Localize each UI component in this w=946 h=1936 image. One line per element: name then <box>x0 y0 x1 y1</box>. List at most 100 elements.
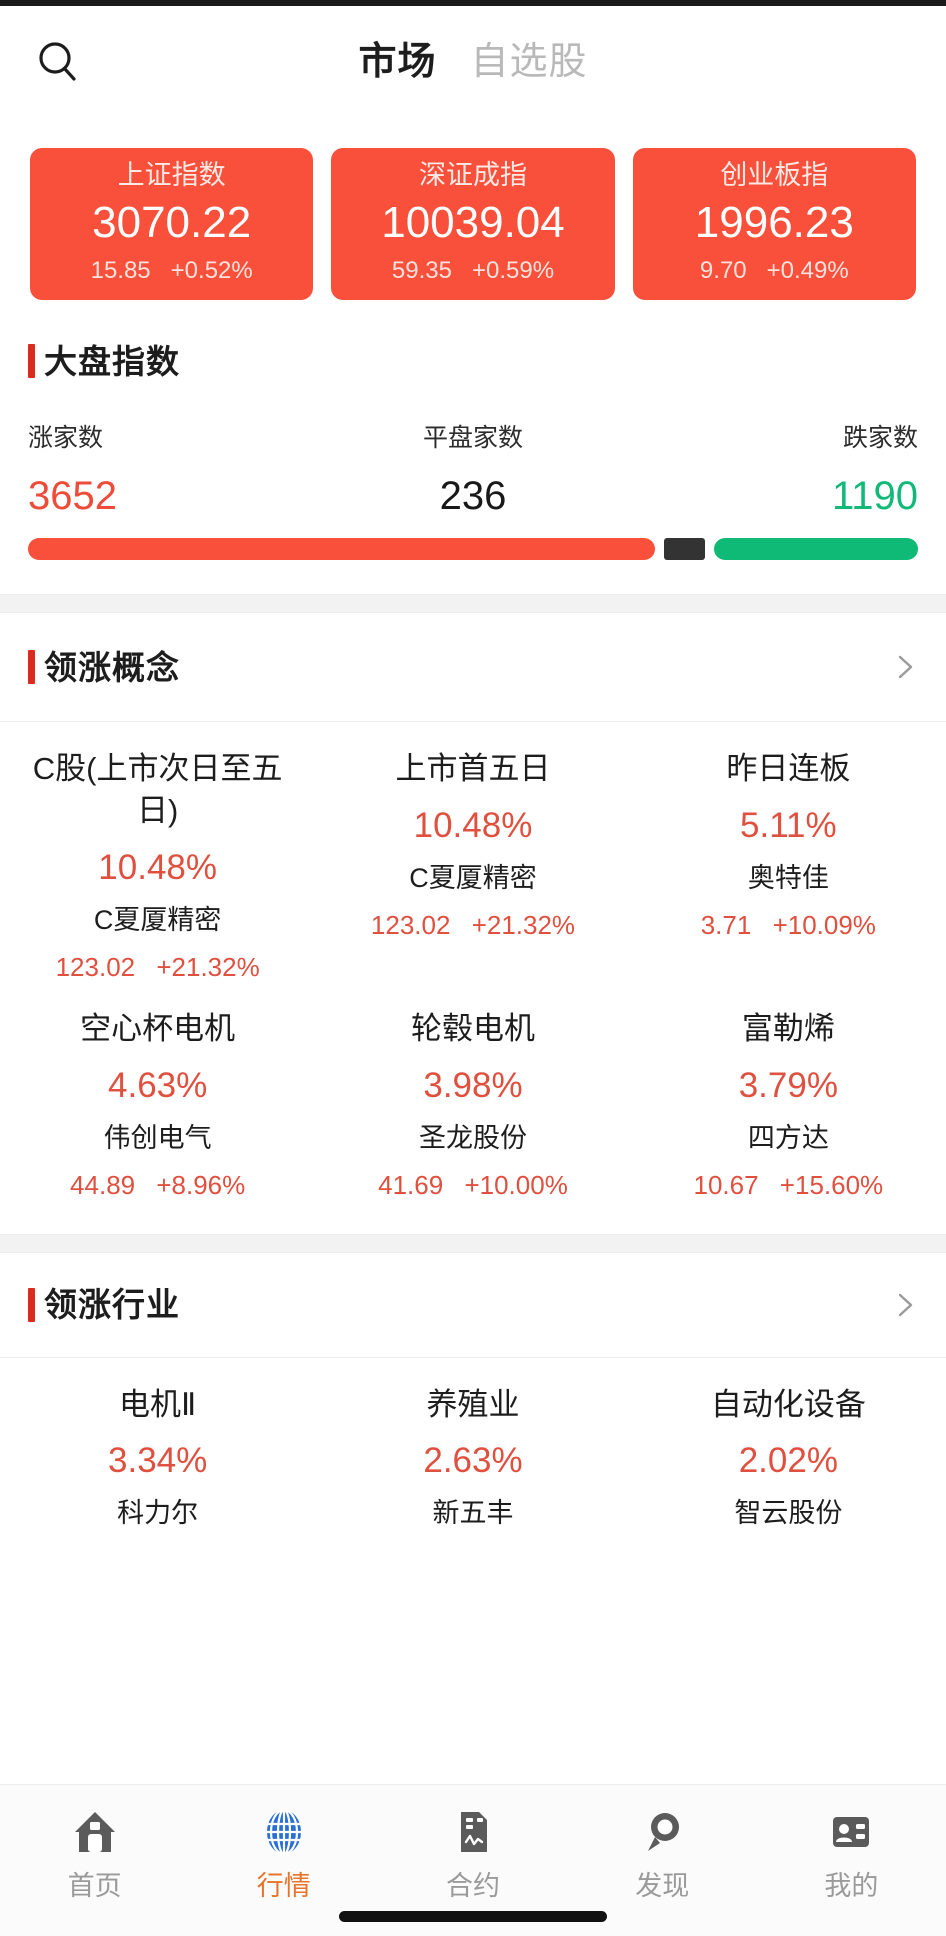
industry-percent: 3.34% <box>108 1441 208 1481</box>
index-name: 深证成指 <box>418 159 527 190</box>
index-card-chinext[interactable]: 创业板指 1996.23 9.70 +0.49% <box>632 148 916 300</box>
stock-change: +10.00% <box>464 1169 568 1200</box>
stock-change: +15.60% <box>779 1169 884 1200</box>
index-value: 3070.22 <box>92 197 252 247</box>
tab-profile[interactable]: 我的 <box>757 1803 946 1900</box>
globe-icon <box>258 1803 310 1861</box>
industry-name: 电机Ⅱ <box>119 1386 197 1422</box>
concept-name: 上市首五日 <box>395 751 551 786</box>
tab-label: 我的 <box>824 1871 879 1901</box>
breadth-label-flat: 平盘家数 <box>423 424 524 452</box>
breadth-values: 3652 236 1190 <box>28 476 918 516</box>
concept-tile[interactable]: 富勒烯 3.79% 四方达 10.67 +15.60% <box>631 994 946 1212</box>
industry-stock: 科力尔 <box>117 1498 199 1529</box>
header-tabs: 市场 自选股 <box>358 43 587 81</box>
breadth-value-flat: 236 <box>439 474 507 518</box>
concept-tile[interactable]: 上市首五日 10.48% C夏厦精密 123.02 +21.32% <box>315 722 630 994</box>
breadth-bar-flat <box>664 538 705 560</box>
index-value: 1996.23 <box>694 197 854 247</box>
home-indicator <box>339 1911 607 1922</box>
industry-grid-wrap: 电机Ⅱ 3.34% 科力尔 养殖业 2.63% 新五丰 自动化设备 2.02% … <box>0 1358 946 1550</box>
chevron-right-icon[interactable] <box>892 654 918 680</box>
index-change: 59.35 <box>391 256 452 284</box>
concept-name: 轮毂电机 <box>410 1010 535 1046</box>
concept-stock: 伟创电气 <box>103 1122 212 1153</box>
concept-quote: 123.02 +21.32% <box>56 954 260 980</box>
contract-icon <box>447 1803 499 1861</box>
discover-icon <box>636 1803 688 1861</box>
concept-stock: 四方达 <box>747 1122 829 1153</box>
index-card-shanghai[interactable]: 上证指数 3070.22 15.85 +0.52% <box>30 148 314 300</box>
concept-quote: 44.89 +8.96% <box>70 1172 245 1198</box>
concept-tile[interactable]: 昨日连板 5.11% 奥特佳 3.71 +10.09% <box>631 722 946 994</box>
accent-bar <box>28 344 35 378</box>
index-name: 创业板指 <box>720 159 829 190</box>
concept-grid: C股(上市次日至五日) 10.48% C夏厦精密 123.02 +21.32% … <box>0 722 946 1212</box>
concept-tile[interactable]: C股(上市次日至五日) 10.48% C夏厦精密 123.02 +21.32% <box>0 722 315 994</box>
index-change: 15.85 <box>90 256 151 284</box>
concept-quote: 41.69 +10.00% <box>378 1172 568 1198</box>
divider-line <box>0 721 946 722</box>
search-icon[interactable] <box>30 34 86 90</box>
stock-price: 41.69 <box>378 1169 444 1200</box>
index-sub: 59.35 +0.59% <box>391 256 555 284</box>
stock-price: 123.02 <box>370 909 451 940</box>
index-sub: 15.85 +0.52% <box>90 256 253 284</box>
market-breadth-section: 大盘指数 涨家数 平盘家数 跌家数 3652 236 1190 <box>0 300 946 560</box>
concept-tile[interactable]: 轮毂电机 3.98% 圣龙股份 41.69 +10.00% <box>315 994 630 1212</box>
breadth-bar-up <box>28 538 656 560</box>
breadth-labels: 涨家数 平盘家数 跌家数 <box>28 418 918 454</box>
accent-bar <box>28 1287 35 1322</box>
profile-icon <box>825 1803 877 1861</box>
index-name: 上证指数 <box>117 159 226 190</box>
leading-industries-section: 领涨行业 电机Ⅱ 3.34% 科力尔 养殖业 2.63% 新五丰 <box>0 1253 946 1550</box>
tab-quotes[interactable]: 行情 <box>189 1803 378 1900</box>
index-percent: +0.59% <box>471 256 555 284</box>
index-value: 10039.04 <box>381 197 565 247</box>
chevron-right-icon[interactable] <box>892 1292 918 1318</box>
industry-tile[interactable]: 电机Ⅱ 3.34% 科力尔 <box>0 1358 315 1550</box>
section-title: 领涨行业 <box>44 1286 180 1324</box>
concept-percent: 5.11% <box>740 805 837 845</box>
stock-price: 10.67 <box>693 1169 759 1200</box>
industry-tile[interactable]: 养殖业 2.63% 新五丰 <box>315 1358 630 1550</box>
breadth-bar-down <box>713 538 918 560</box>
concept-quote: 123.02 +21.32% <box>371 912 575 938</box>
bottom-tab-bar: 首页 行情 <box>0 1784 946 1936</box>
divider-line <box>0 1356 946 1358</box>
leading-concepts-heading[interactable]: 领涨概念 <box>0 613 946 721</box>
concept-name: 空心杯电机 <box>80 1010 236 1046</box>
stock-price: 44.89 <box>70 1169 136 1200</box>
leading-industries-heading[interactable]: 领涨行业 <box>0 1253 946 1357</box>
industry-percent: 2.02% <box>738 1441 838 1481</box>
tab-discover[interactable]: 发现 <box>568 1803 757 1900</box>
tab-contract[interactable]: 合约 <box>378 1803 567 1900</box>
section-divider <box>0 1233 946 1253</box>
section-divider <box>0 594 946 613</box>
leading-concepts-section: 领涨概念 C股(上市次日至五日) 10.48% C夏厦精密 123.02 +21… <box>0 613 946 1212</box>
index-percent: +0.52% <box>170 256 253 284</box>
concept-stock: C夏厦精密 <box>409 862 537 893</box>
concept-quote: 3.71 +10.09% <box>701 912 876 938</box>
index-change: 9.70 <box>699 256 747 284</box>
concept-quote: 10.67 +15.60% <box>693 1172 883 1198</box>
market-breadth-heading: 大盘指数 <box>0 344 946 378</box>
tab-watchlist[interactable]: 自选股 <box>470 41 588 83</box>
index-percent: +0.49% <box>766 256 849 284</box>
stock-change: +8.96% <box>156 1169 246 1200</box>
tab-home[interactable]: 首页 <box>0 1803 189 1900</box>
concept-tile[interactable]: 空心杯电机 4.63% 伟创电气 44.89 +8.96% <box>0 994 315 1212</box>
tab-label: 行情 <box>256 1871 311 1901</box>
breadth-label-down: 跌家数 <box>843 424 919 452</box>
stock-change: +21.32% <box>471 909 576 940</box>
tab-market[interactable]: 市场 <box>358 41 437 83</box>
industry-tile[interactable]: 自动化设备 2.02% 智云股份 <box>631 1358 946 1550</box>
section-title: 大盘指数 <box>44 342 180 380</box>
concept-name: 富勒烯 <box>741 1010 835 1046</box>
index-card-shenzhen[interactable]: 深证成指 10039.04 59.35 +0.59% <box>331 148 615 300</box>
index-card-list: 上证指数 3070.22 15.85 +0.52% 深证成指 10039.04 … <box>0 118 946 300</box>
tab-label: 合约 <box>446 1871 500 1901</box>
concept-percent: 10.48% <box>98 847 218 887</box>
stock-change: +21.32% <box>156 951 260 982</box>
